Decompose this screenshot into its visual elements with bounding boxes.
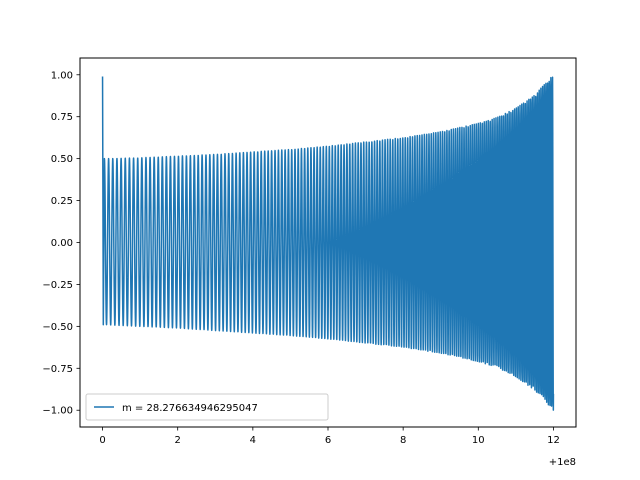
x-tick-label: 8 — [400, 435, 406, 446]
x-tick-label: 4 — [250, 435, 256, 446]
legend-label: m = 28.276634946295047 — [122, 403, 258, 414]
x-tick-label: 0 — [99, 435, 105, 446]
plot-area — [101, 76, 555, 411]
x-tick-label: 12 — [547, 435, 560, 446]
y-tick-label: 0.50 — [51, 154, 73, 165]
y-tick-label: −0.75 — [42, 364, 73, 375]
x-axis: 0 2 4 6 8 10 12 — [99, 427, 560, 446]
legend-box — [85, 393, 329, 421]
legend: m = 28.276634946295047 — [85, 393, 329, 421]
y-axis: 1.00 0.75 0.50 0.25 0.00 −0.25 −0.50 −0.75 −1.00 — [42, 70, 80, 417]
x-offset-label: +1e8 — [549, 457, 576, 468]
y-tick-label: 0.25 — [51, 196, 73, 207]
x-tick-label: 6 — [325, 435, 331, 446]
y-tick-label: 0.00 — [51, 238, 73, 249]
y-tick-label: −0.50 — [42, 322, 73, 333]
y-tick-label: −1.00 — [42, 406, 73, 417]
series-line-0 — [101, 76, 555, 411]
y-tick-label: −0.25 — [42, 280, 73, 291]
series-layer — [101, 76, 555, 411]
y-tick-label: 0.75 — [51, 112, 73, 123]
x-tick-label: 10 — [472, 435, 485, 446]
y-tick-label: 1.00 — [51, 70, 73, 81]
x-tick-label: 2 — [175, 435, 181, 446]
